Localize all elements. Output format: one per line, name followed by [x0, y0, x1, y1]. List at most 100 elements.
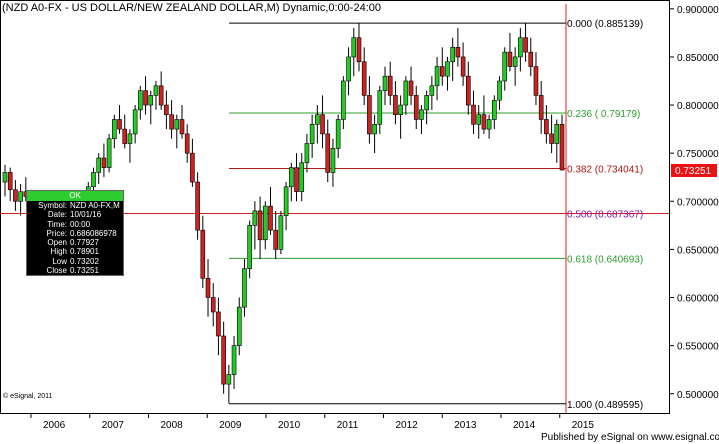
data-value: NZD A0-FX,M — [70, 201, 120, 210]
candle-body — [377, 90, 383, 125]
candle-body — [507, 51, 513, 67]
y-tick-label: 0.750000 — [677, 149, 719, 160]
data-window-row: Symbol: NZD A0-FX,M — [27, 201, 123, 210]
data-window-ok-header[interactable]: OK — [27, 191, 123, 201]
x-tick-label: 2010 — [278, 420, 301, 431]
candle-body — [262, 205, 268, 241]
candle-body — [512, 56, 518, 67]
chart-title: (NZD A0-FX - US DOLLAR/NEW ZEALAND DOLLA… — [2, 2, 381, 14]
y-tick-label: 0.850000 — [677, 53, 719, 64]
fib-level-label: 0.618 (0.640693) — [567, 254, 643, 265]
candle-body — [330, 148, 336, 173]
candle-body — [190, 152, 195, 183]
candle-body — [445, 61, 450, 77]
y-tick-label: 0.500000 — [677, 390, 719, 401]
data-window-row: Close 0.73251 — [27, 266, 123, 275]
candle-body — [481, 114, 487, 130]
y-tick-label: 0.800000 — [677, 101, 719, 112]
candle-body — [476, 114, 482, 125]
candle-body — [439, 66, 445, 77]
data-window-row: Open 0.77927 — [27, 238, 123, 247]
candle-body — [91, 172, 96, 188]
candle-body — [122, 128, 128, 144]
candle-body — [351, 37, 357, 58]
candle-body — [387, 75, 393, 96]
candle-body — [382, 75, 388, 91]
data-key: Time: — [47, 219, 67, 229]
candle-body — [325, 133, 331, 173]
candle-body — [210, 297, 216, 313]
fib-level-label: 0.382 (0.734041) — [567, 165, 643, 176]
data-key: Open — [47, 238, 67, 248]
candle-body — [450, 47, 455, 63]
x-tick-label: 2007 — [102, 420, 125, 431]
candle-body — [294, 167, 299, 192]
data-window-row: Time: 00:00 — [27, 220, 123, 229]
candle-body — [195, 181, 200, 231]
candle-body — [465, 75, 471, 106]
x-tick-label: 2015 — [572, 420, 595, 431]
candle-body — [528, 51, 534, 67]
data-key: High — [50, 247, 67, 257]
candle-body — [356, 37, 362, 63]
candle-body — [403, 80, 409, 106]
candle-body — [289, 167, 294, 188]
candle-body — [549, 133, 554, 144]
candle-body — [184, 133, 190, 154]
candle-body — [419, 109, 424, 120]
data-value: 0.77927 — [70, 238, 99, 248]
data-key: Price: — [46, 228, 67, 238]
candle-body — [523, 37, 528, 53]
y-tick-label: 0.900000 — [677, 5, 719, 16]
candle-body — [471, 104, 476, 125]
data-window-row: Price: 0.686086978 — [27, 229, 123, 238]
y-tick-label: 0.650000 — [677, 245, 719, 256]
data-window-row: Date: 10/01/16 — [27, 210, 123, 219]
candle-body — [554, 123, 560, 144]
candle-body — [424, 95, 429, 111]
candle-body — [236, 306, 242, 346]
candle-body — [393, 95, 398, 115]
candle-body — [148, 95, 154, 106]
candle-body — [257, 210, 263, 241]
data-value: 10/01/16 — [70, 210, 102, 220]
candle-body — [138, 90, 143, 111]
candle-body — [231, 345, 237, 375]
candle-body — [486, 119, 492, 130]
data-value: 0.78901 — [70, 247, 99, 257]
fib-level-label: 0.236 ( 0.79179) — [567, 109, 640, 120]
published-by-text: Published by eSignal on www.esignal.com — [541, 432, 719, 443]
candle-body — [304, 143, 310, 164]
candle-body — [242, 268, 247, 308]
candle-body — [226, 374, 232, 385]
candle-body — [216, 311, 221, 337]
candle-body — [518, 37, 523, 58]
candle-body — [7, 172, 13, 191]
x-tick-label: 2012 — [396, 420, 419, 431]
data-window-row: Low 0.73202 — [27, 257, 123, 266]
candle-body — [538, 95, 544, 120]
candle-body — [158, 85, 164, 106]
candle-body — [101, 157, 107, 168]
candle-body — [106, 138, 112, 168]
data-window: OK Symbol: NZD A0-FX,M Date: 10/01/16 Time… — [26, 190, 124, 277]
candle-body — [205, 277, 211, 298]
candle-body — [153, 85, 159, 96]
candle-body — [278, 215, 284, 250]
candle-body — [13, 189, 18, 202]
x-tick-label: 2006 — [43, 420, 66, 431]
candle-body — [127, 133, 133, 144]
x-tick-label: 2011 — [337, 420, 359, 431]
candle-body — [429, 85, 435, 96]
y-tick-label: 0.700000 — [677, 197, 719, 208]
data-value: 0.686086978 — [70, 228, 117, 238]
data-window-row: High 0.78901 — [27, 247, 123, 256]
candle-body — [2, 172, 8, 183]
data-key: Symbol: — [38, 201, 67, 210]
candle-body — [273, 229, 278, 250]
candle-body — [174, 119, 180, 130]
data-key: Close — [46, 266, 67, 276]
candle-body — [169, 114, 174, 130]
